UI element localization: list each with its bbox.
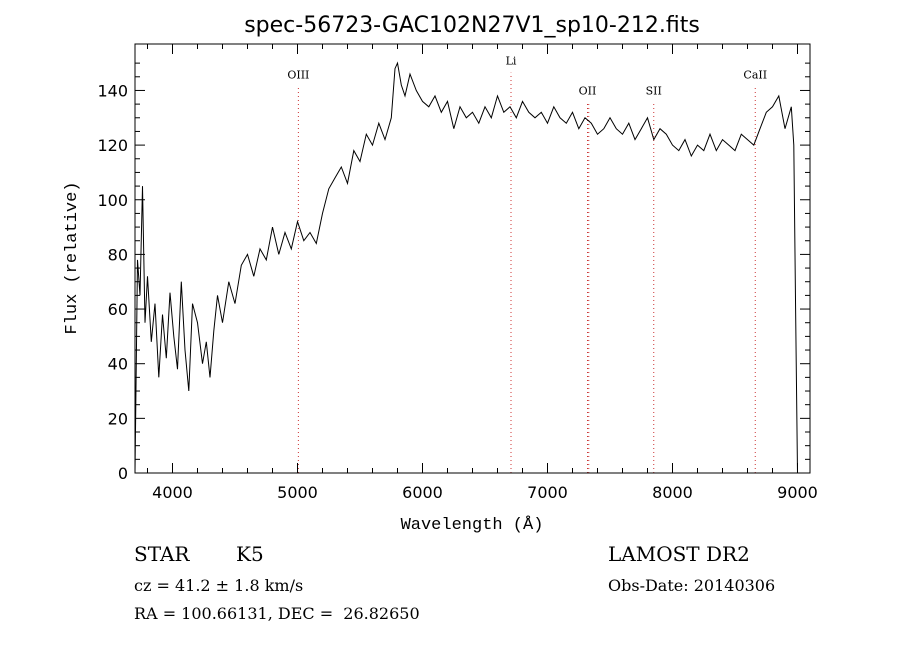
x-tick-label: 8000 — [652, 483, 693, 502]
y-tick-label: 100 — [97, 191, 128, 210]
line-marker-label: SII — [646, 85, 662, 98]
x-tick-label: 6000 — [402, 483, 443, 502]
observation-date: Obs-Date: 20140306 — [608, 576, 776, 595]
coordinates: RA = 100.66131, DEC = 26.82650 — [134, 604, 420, 623]
redshift-velocity: cz = 41.2 ± 1.8 km/s — [134, 576, 304, 595]
y-axis-label: Flux (relative) — [63, 181, 82, 334]
x-axis: 4000 5000 6000 7000 8000 9000 — [147, 44, 818, 502]
y-axis: 0 20 40 60 80 100 120 140 — [97, 62, 810, 483]
line-marker-label: OIII — [287, 68, 309, 81]
y-tick-label: 0 — [118, 464, 128, 483]
y-tick-label: 140 — [97, 81, 128, 100]
line-marker-label: CaII — [743, 68, 767, 81]
x-tick-label: 4000 — [152, 483, 193, 502]
line-marker-label: OII — [579, 85, 597, 98]
object-type: STAR — [134, 542, 190, 566]
x-tick-label: 9000 — [777, 483, 818, 502]
chart-title: spec-56723-GAC102N27V1_sp10-212.fits — [244, 13, 700, 38]
line-marker-label: Li — [506, 55, 517, 68]
y-tick-label: 40 — [108, 355, 128, 374]
y-tick-label: 80 — [108, 245, 128, 264]
x-axis-label: Wavelength (Å) — [401, 516, 544, 535]
x-tick-label: 5000 — [277, 483, 318, 502]
y-tick-label: 20 — [108, 409, 128, 428]
spectrum-line — [134, 61, 798, 474]
object-subclass: K5 — [236, 542, 264, 566]
y-tick-label: 60 — [108, 300, 128, 319]
line-markers: OIII Li OII SII CaII — [287, 55, 767, 473]
survey-name: LAMOST DR2 — [608, 542, 750, 566]
y-tick-label: 120 — [97, 136, 128, 155]
plot-frame — [134, 43, 811, 474]
x-tick-label: 7000 — [527, 483, 568, 502]
